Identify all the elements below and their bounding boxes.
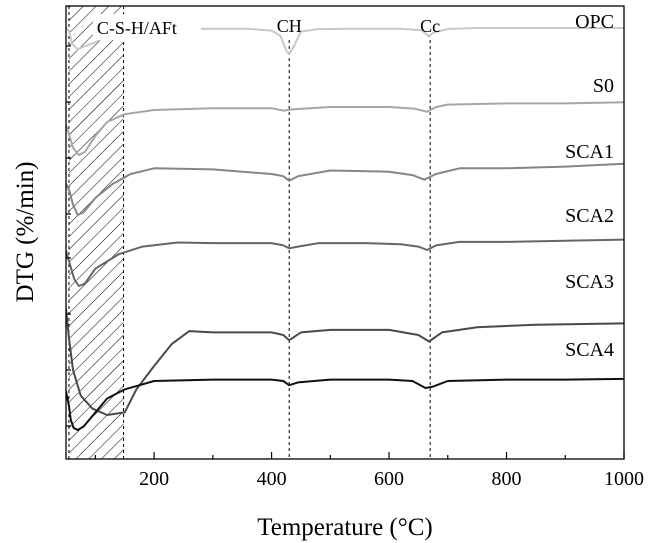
series-label-sca1: SCA1 [565,141,614,163]
series-line-sca2 [66,238,624,287]
region-label-background [92,14,201,40]
series-line-sca1 [66,162,624,216]
annotation-region-layer [68,6,125,459]
series-line-sca4 [66,377,624,431]
x-axis-ticks: 200 400 600 800 1000 [94,452,644,490]
x-tick-label-800: 800 [492,468,522,490]
hatched-region-c-s-h-aft [68,6,124,459]
series-layer [66,27,624,431]
x-tick-label-1000: 1000 [604,468,644,490]
annotation-line-layer [288,40,431,459]
series-label-layer: OPC S0 SCA1 SCA2 SCA3 SCA4 [565,11,614,361]
y-axis-ticks [66,45,71,427]
annotation-label-ch: CH [277,16,302,36]
y-axis-title: DTG (%/min) [12,162,39,303]
x-axis-title: Temperature (°C) [257,514,433,541]
series-label-sca2: SCA2 [565,205,614,227]
series-line-s0 [66,101,624,156]
annotation-label-layer: C-S-H/AFt CH Cc [92,14,440,40]
x-tick-label-600: 600 [374,468,404,490]
annotation-label-cc: Cc [420,16,440,36]
annotation-label-c-s-h-aft: C-S-H/AFt [97,18,177,38]
series-line-opc [66,27,624,55]
series-line-sca3 [66,308,624,416]
x-tick-label-400: 400 [257,468,287,490]
x-tick-label-200: 200 [139,468,169,490]
series-label-s0: S0 [593,75,614,97]
series-label-opc: OPC [575,11,614,33]
plot-frame [65,5,625,460]
series-label-sca4: SCA4 [565,339,614,361]
series-label-sca3: SCA3 [565,271,614,293]
